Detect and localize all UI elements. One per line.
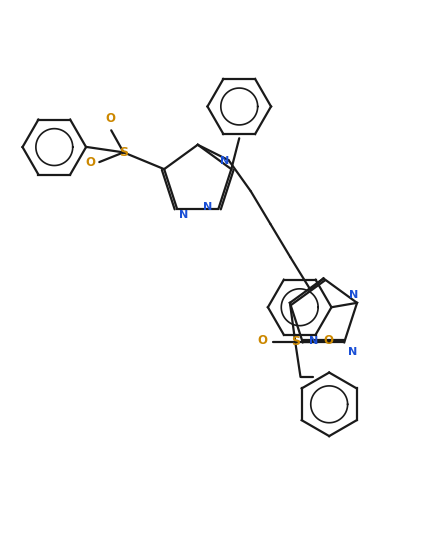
Text: S: S (119, 146, 128, 159)
Text: N: N (348, 347, 357, 357)
Text: N: N (349, 290, 358, 300)
Text: O: O (86, 156, 96, 169)
Text: S: S (291, 335, 300, 348)
Text: N: N (309, 335, 318, 346)
Text: O: O (258, 334, 268, 347)
Text: N: N (179, 210, 188, 220)
Text: O: O (323, 334, 333, 347)
Text: O: O (105, 112, 115, 125)
Text: N: N (203, 202, 213, 212)
Text: N: N (220, 156, 229, 167)
